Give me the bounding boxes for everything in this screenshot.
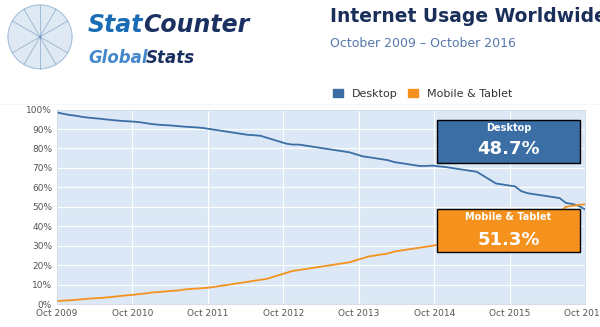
Text: Global: Global	[88, 49, 148, 67]
Legend: Desktop, Mobile & Tablet: Desktop, Mobile & Tablet	[332, 89, 512, 99]
Text: Mobile & Tablet: Mobile & Tablet	[466, 212, 551, 222]
Text: Counter: Counter	[143, 13, 249, 37]
Text: Stats: Stats	[146, 49, 195, 67]
Text: Internet Usage Worldwide: Internet Usage Worldwide	[330, 7, 600, 26]
Circle shape	[8, 5, 72, 69]
FancyBboxPatch shape	[437, 120, 580, 163]
Text: October 2009 – October 2016: October 2009 – October 2016	[330, 37, 516, 50]
FancyBboxPatch shape	[437, 209, 580, 251]
Text: 48.7%: 48.7%	[477, 140, 540, 158]
Text: Stat: Stat	[88, 13, 143, 37]
Text: 51.3%: 51.3%	[477, 231, 539, 249]
Text: Desktop: Desktop	[486, 123, 531, 133]
